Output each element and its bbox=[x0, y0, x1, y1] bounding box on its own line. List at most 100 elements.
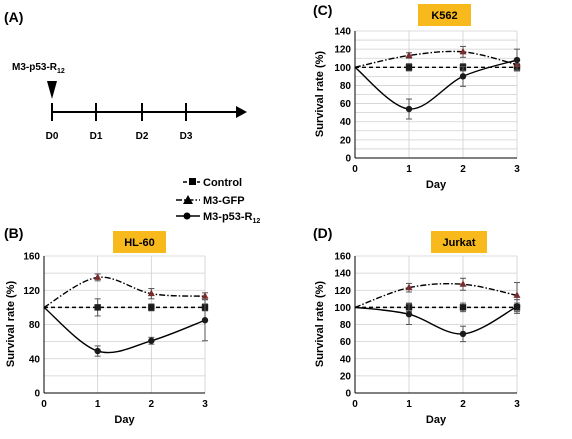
x-tick-label: 3 bbox=[514, 164, 520, 175]
y-tick-label: 0 bbox=[345, 154, 351, 165]
y-tick-label: 0 bbox=[345, 389, 351, 400]
treatment-label-subscript: 12 bbox=[57, 68, 65, 75]
panel-letter: (B) bbox=[4, 225, 23, 241]
series-line bbox=[43, 276, 206, 308]
x-tick-label: 3 bbox=[514, 399, 520, 410]
y-tick-label: 120 bbox=[23, 286, 40, 297]
y-tick-label: 100 bbox=[334, 63, 351, 74]
x-axis-title: Day bbox=[426, 179, 447, 191]
legend-triangle-marker-icon bbox=[183, 195, 193, 204]
timeline-label-d1: D1 bbox=[90, 131, 103, 142]
data-point-triangle bbox=[94, 273, 102, 280]
cell-line-badge bbox=[113, 231, 166, 253]
data-point-triangle bbox=[513, 291, 521, 298]
series-line bbox=[354, 305, 518, 335]
x-axis-title: Day bbox=[426, 414, 447, 426]
y-tick-label: 80 bbox=[340, 81, 352, 92]
cell-line-badge bbox=[431, 231, 487, 253]
series-m3-gfp bbox=[354, 45, 521, 71]
legend-label-m3-p53-subscript: 12 bbox=[253, 218, 261, 225]
panel-letter: (D) bbox=[313, 225, 332, 241]
chart-jurkat: (D) Jurkat 0 20 40 60 80 100 120 140 160 0 1 2 3 Day Sur… bbox=[313, 225, 521, 426]
legend-label-m3-p53-main: M3-p53-R bbox=[203, 211, 253, 223]
data-point-triangle bbox=[147, 289, 155, 297]
data-point-square bbox=[148, 304, 155, 311]
timeline-label-d3: D3 bbox=[180, 131, 193, 142]
data-point-circle bbox=[459, 73, 467, 80]
series-m3-p53-r12 bbox=[354, 48, 521, 120]
gridlines bbox=[355, 30, 518, 159]
series-m3-p53-r12 bbox=[43, 299, 209, 357]
x-tick-label: 1 bbox=[406, 399, 412, 410]
x-tick-label: 2 bbox=[460, 399, 466, 410]
data-point-circle bbox=[459, 330, 467, 338]
y-tick-label: 60 bbox=[340, 99, 352, 110]
x-tick-label: 2 bbox=[149, 399, 155, 410]
treatment-arrow-icon bbox=[47, 81, 57, 99]
cell-line-badge bbox=[418, 4, 471, 26]
x-tick-label: 1 bbox=[95, 399, 101, 410]
data-point-square bbox=[94, 304, 101, 311]
y-tick-label: 40 bbox=[340, 354, 352, 365]
x-tick-label: 2 bbox=[460, 164, 466, 175]
y-tick-label: 40 bbox=[340, 117, 352, 128]
treatment-label: M3-p53-R12 bbox=[12, 62, 65, 75]
panel-a-letter: (A) bbox=[4, 9, 23, 25]
data-point-triangle bbox=[459, 280, 467, 287]
timeline-label-d0: D0 bbox=[46, 131, 59, 142]
y-tick-label: 80 bbox=[29, 320, 41, 331]
y-tick-label: 120 bbox=[334, 45, 351, 56]
y-tick-label: 80 bbox=[340, 320, 352, 331]
y-tick-label: 140 bbox=[334, 27, 351, 38]
x-axis-title: Day bbox=[114, 414, 135, 426]
y-tick-label: 60 bbox=[340, 337, 352, 348]
cell-line-badge-label: Jurkat bbox=[442, 237, 475, 249]
legend-item-m3-p53-r12: M3-p53-R12 bbox=[176, 211, 260, 225]
gridlines bbox=[355, 255, 518, 394]
y-axis-title: Survival rate (%) bbox=[314, 281, 326, 368]
data-point-triangle bbox=[459, 47, 467, 55]
data-point-triangle bbox=[201, 292, 209, 299]
data-point-circle bbox=[201, 317, 209, 324]
x-tick-label: 0 bbox=[352, 164, 358, 175]
x-tick-label: 0 bbox=[41, 399, 47, 410]
legend: Control M3-GFP M3-p53-R12 bbox=[176, 177, 260, 225]
data-point-circle bbox=[94, 347, 101, 355]
data-point-circle bbox=[513, 56, 521, 64]
cell-line-badge-label: HL-60 bbox=[124, 237, 155, 249]
legend-item-control: Control bbox=[183, 177, 242, 189]
data-point-square bbox=[459, 304, 467, 311]
cell-line-badge-label: K562 bbox=[431, 10, 457, 22]
series-line bbox=[354, 283, 518, 309]
panel-a: (A) M3-p53-R12 D0 D1 D2 D3 bbox=[4, 9, 247, 142]
legend-label-m3-p53-r12: M3-p53-R12 bbox=[203, 211, 260, 225]
timeline-arrowhead-icon bbox=[236, 106, 247, 118]
legend-label-m3-gfp: M3-GFP bbox=[203, 195, 245, 207]
y-tick-label: 120 bbox=[334, 286, 351, 297]
series-m3-gfp bbox=[354, 277, 521, 309]
chart-k562: (C) K562 0 20 40 60 80 100 120 140 0 1 2 3 Day Survival… bbox=[313, 2, 521, 191]
panel-letter: (C) bbox=[313, 2, 332, 18]
data-point-circle bbox=[405, 105, 413, 113]
chart-hl60: (B) HL-60 0 40 80 120 160 0 1 2 3 Day Survival rate … bbox=[4, 225, 209, 426]
legend-item-m3-gfp: M3-GFP bbox=[176, 195, 245, 207]
y-tick-label: 20 bbox=[340, 371, 352, 382]
legend-label-control: Control bbox=[203, 177, 242, 189]
y-tick-label: 160 bbox=[334, 252, 351, 263]
timeline-label-d2: D2 bbox=[136, 131, 149, 142]
series-line bbox=[43, 306, 206, 354]
y-tick-label: 40 bbox=[29, 354, 41, 365]
legend-circle-marker-icon bbox=[183, 212, 191, 220]
data-point-triangle bbox=[405, 51, 413, 58]
series-line bbox=[354, 59, 518, 110]
y-tick-label: 100 bbox=[334, 303, 351, 314]
data-point-circle bbox=[513, 303, 521, 310]
x-tick-label: 1 bbox=[406, 164, 412, 175]
x-tick-label: 0 bbox=[352, 399, 358, 410]
y-tick-label: 20 bbox=[340, 135, 352, 146]
y-tick-label: 140 bbox=[334, 269, 351, 280]
y-tick-label: 160 bbox=[23, 252, 40, 263]
gridlines bbox=[44, 255, 206, 394]
series-m3-p53-r12 bbox=[354, 299, 521, 343]
